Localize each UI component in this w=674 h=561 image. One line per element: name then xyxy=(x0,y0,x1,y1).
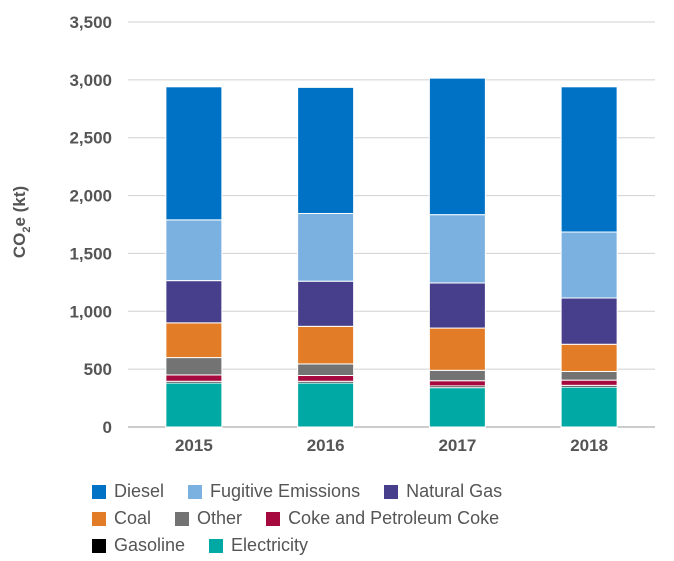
y-tick-label: 3,000 xyxy=(69,71,112,90)
legend-label: Electricity xyxy=(231,535,309,555)
y-tick-label: 1,000 xyxy=(69,302,112,321)
legend-swatch xyxy=(384,484,399,499)
legend-label: Gasoline xyxy=(114,535,186,555)
bar-segment-diesel-2018 xyxy=(560,86,618,233)
bar-segment-coal-2017 xyxy=(428,327,486,371)
y-tick-label: 0 xyxy=(103,418,112,437)
bar-stack-2017 xyxy=(428,77,486,428)
bar-segment-diesel-2016 xyxy=(297,86,355,215)
bar-segment-natural-gas-2016 xyxy=(297,280,355,327)
y-tick-label: 2,000 xyxy=(69,187,112,206)
y-axis-label-main: CO xyxy=(10,233,29,259)
bar-segment-natural-gas-2017 xyxy=(428,282,486,329)
y-axis-label: CO2e (kt) xyxy=(10,186,33,258)
y-tick-label: 3,500 xyxy=(69,13,112,32)
legend-label: Diesel xyxy=(114,481,165,501)
y-axis-label-tail: e (kt) xyxy=(10,186,29,227)
bar-segment-coke-and-petroleum-coke-2016 xyxy=(297,375,355,382)
legend-row: Gasoline Electricity xyxy=(92,532,652,559)
legend-swatch xyxy=(209,538,224,553)
x-tick-label: 2018 xyxy=(570,436,608,455)
bar-segment-diesel-2015 xyxy=(165,86,223,221)
bar-segment-other-2015 xyxy=(165,357,223,376)
legend-item-other: Other xyxy=(175,508,242,529)
legend-swatch xyxy=(92,538,106,553)
x-axis-ticks: 2015 2016 2017 2018 xyxy=(175,436,608,455)
bar-segment-coke-and-petroleum-coke-2017 xyxy=(428,380,486,387)
legend-item-electricity: Electricity xyxy=(209,535,308,556)
legend-swatch xyxy=(188,484,203,499)
bar-segment-other-2016 xyxy=(297,363,355,377)
y-tick-label: 2,500 xyxy=(69,129,112,148)
legend-swatch xyxy=(175,511,190,526)
legend-row: Coal Other Coke and Petroleum Coke xyxy=(92,505,652,532)
bar-stack-2015 xyxy=(165,86,223,428)
bar-stack-2018 xyxy=(560,86,618,428)
x-tick-label: 2015 xyxy=(175,436,213,455)
y-tick-label: 1,500 xyxy=(69,244,112,263)
bar-segment-fugitive-emissions-2018 xyxy=(560,231,618,299)
bar-segment-coal-2016 xyxy=(297,325,355,365)
bar-segment-electricity-2016 xyxy=(297,382,355,428)
legend-item-diesel: Diesel xyxy=(92,481,164,502)
bar-segment-electricity-2017 xyxy=(428,387,486,428)
bar-segment-coke-and-petroleum-coke-2018 xyxy=(560,379,618,386)
legend-swatch xyxy=(92,484,106,499)
legend-label: Natural Gas xyxy=(406,481,503,501)
y-axis-label-subscript: 2 xyxy=(21,227,33,233)
x-tick-label: 2017 xyxy=(438,436,476,455)
bar-segment-electricity-2015 xyxy=(165,382,223,428)
bar-segment-other-2017 xyxy=(428,369,486,382)
bar-segment-coal-2015 xyxy=(165,322,223,359)
bar-segment-fugitive-emissions-2017 xyxy=(428,214,486,284)
y-axis-ticks: 0 500 1,000 1,500 2,000 2,500 3,000 3,500 xyxy=(69,13,112,437)
legend-label: Coal xyxy=(114,508,152,528)
bar-segment-natural-gas-2015 xyxy=(165,280,223,324)
legend-swatch xyxy=(92,511,106,526)
bar-stack-2016 xyxy=(297,86,355,428)
legend-swatch xyxy=(266,511,281,526)
bar-segment-coal-2018 xyxy=(560,343,618,372)
bars xyxy=(165,77,618,428)
x-tick-label: 2016 xyxy=(307,436,345,455)
legend: Diesel Fugitive Emissions Natural Gas Coal O… xyxy=(92,478,652,559)
legend-item-coal: Coal xyxy=(92,508,151,529)
legend-item-coke-and-petroleum-coke: Coke and Petroleum Coke xyxy=(266,508,499,529)
bar-segment-electricity-2018 xyxy=(560,386,618,428)
bar-segment-coke-and-petroleum-coke-2015 xyxy=(165,374,223,382)
bar-segment-natural-gas-2018 xyxy=(560,297,618,345)
legend-label: Fugitive Emissions xyxy=(210,481,361,501)
bar-segment-other-2018 xyxy=(560,370,618,381)
y-tick-label: 500 xyxy=(84,360,112,379)
bar-segment-fugitive-emissions-2015 xyxy=(165,219,223,282)
legend-label: Coke and Petroleum Coke xyxy=(288,508,500,528)
legend-item-fugitive-emissions: Fugitive Emissions xyxy=(188,481,360,502)
bar-segment-diesel-2017 xyxy=(428,77,486,216)
bar-segment-fugitive-emissions-2016 xyxy=(297,213,355,282)
legend-item-gasoline: Gasoline xyxy=(92,535,185,556)
legend-label: Other xyxy=(197,508,243,528)
legend-item-natural-gas: Natural Gas xyxy=(384,481,502,502)
legend-row: Diesel Fugitive Emissions Natural Gas xyxy=(92,478,652,505)
